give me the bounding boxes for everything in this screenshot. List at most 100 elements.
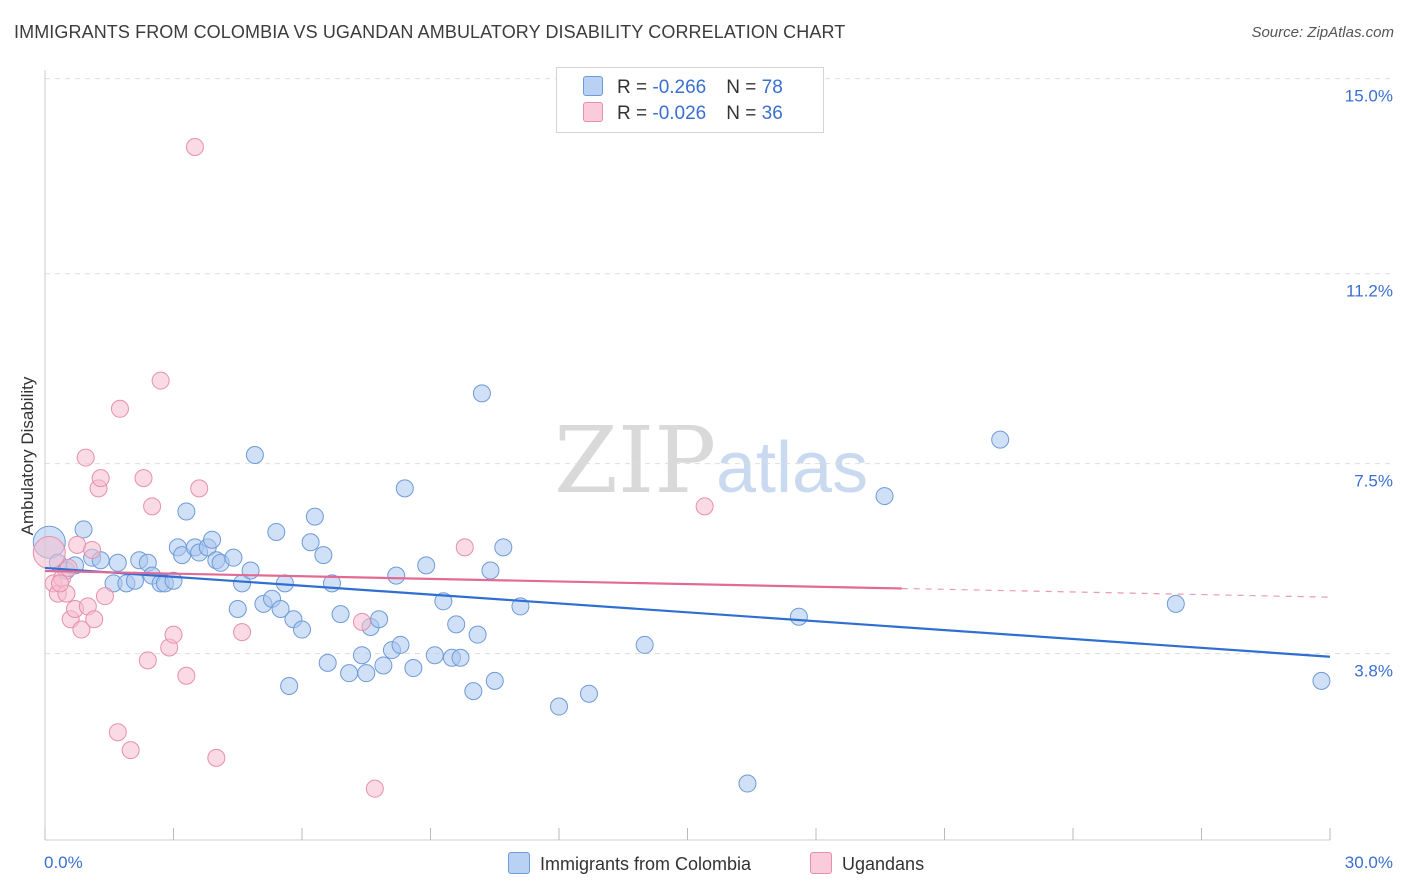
- y-axis-label: Ambulatory Disability: [18, 376, 37, 536]
- colombia-point: [245, 446, 264, 464]
- colombia-point: [314, 546, 333, 565]
- colombia-point: [357, 664, 376, 683]
- ugandan-point: [108, 723, 127, 742]
- colombia-point: [991, 430, 1010, 449]
- ugandan-point: [68, 535, 87, 554]
- ugandan-point: [95, 587, 114, 606]
- legend-n-value: 36: [761, 103, 783, 124]
- colombia-point: [434, 592, 453, 611]
- colombia-point: [301, 533, 320, 552]
- colombia-point: [1312, 671, 1331, 690]
- legend-row-ugandans: R = -0.026 N = 36: [583, 102, 783, 126]
- colombia-point: [425, 646, 444, 665]
- legend-r-label: R =: [617, 103, 653, 124]
- colombia-point: [550, 697, 568, 716]
- ugandan-trend-line: [44, 569, 902, 590]
- legend-r-value: -0.266: [652, 77, 707, 98]
- colombia-point: [451, 648, 470, 667]
- colombia-point: [370, 610, 389, 629]
- ugandan-point: [121, 741, 140, 760]
- y-tick-label: 3.8%: [1354, 662, 1393, 681]
- bottom-legend-ugandans: Ugandans: [810, 852, 924, 875]
- legend-n-value: 78: [761, 77, 783, 98]
- colombia-point: [267, 523, 286, 541]
- watermark-atlas: atlas: [716, 428, 868, 508]
- colombia-point: [417, 556, 436, 575]
- ugandan-point: [143, 497, 162, 516]
- colombia-trend-line: [44, 566, 1331, 658]
- ugandan-point: [138, 651, 157, 670]
- colombia-point: [228, 600, 247, 618]
- colombia-point: [331, 605, 350, 624]
- colombia-point: [340, 664, 359, 683]
- ugandan-point: [59, 558, 78, 577]
- bottom-legend-colombia: Immigrants from Colombia: [508, 852, 751, 875]
- colombia-point: [481, 561, 500, 580]
- colombia-point: [789, 607, 808, 626]
- ugandan-point: [185, 138, 204, 156]
- colombia-point: [374, 656, 393, 675]
- colombia-point: [203, 530, 222, 549]
- ugandan-point: [50, 574, 69, 593]
- colombia-point: [494, 538, 513, 557]
- colombia-point: [391, 635, 410, 654]
- colombia-point: [108, 553, 127, 572]
- colombia-point: [387, 566, 406, 585]
- ugandan-point: [190, 479, 209, 498]
- legend-row-colombia: R = -0.266 N = 78: [583, 76, 783, 100]
- ugandan-point: [134, 469, 153, 488]
- ugandan-point: [177, 666, 196, 685]
- legend-n-label: N =: [726, 77, 762, 98]
- colombia-point: [318, 653, 337, 672]
- x-tick-label: 30.0%: [1345, 853, 1393, 872]
- legend-n-label: N =: [726, 103, 762, 124]
- ugandan-point: [85, 610, 104, 629]
- colombia-point: [224, 548, 243, 567]
- colombia-point: [395, 479, 414, 498]
- legend-r-value: -0.026: [652, 103, 707, 124]
- colombia-point: [472, 384, 491, 403]
- colombia-point: [635, 635, 654, 654]
- colombia-point: [447, 615, 466, 634]
- ugandan-point: [32, 536, 66, 570]
- colombia-point: [280, 677, 299, 695]
- colombia-point: [271, 600, 290, 618]
- bottom-legend-swatch-pink: [810, 852, 832, 874]
- source-credit: Source: ZipAtlas.com: [1251, 24, 1394, 41]
- legend-swatch-blue: [583, 76, 603, 96]
- y-tick-label: 7.5%: [1354, 472, 1393, 491]
- ugandan-point: [76, 448, 95, 467]
- ugandan-point: [695, 497, 714, 516]
- ugandan-point: [151, 371, 170, 390]
- y-tick-label: 11.2%: [1346, 282, 1393, 301]
- colombia-point: [464, 682, 483, 701]
- ugandan-trend-extension: [901, 587, 1331, 598]
- x-tick-label: 0.0%: [44, 853, 83, 872]
- colombia-point: [404, 659, 423, 678]
- colombia-point: [875, 487, 894, 506]
- ugandan-point: [164, 625, 183, 644]
- legend-swatch-pink: [583, 102, 603, 122]
- watermark-zip: ZIP: [554, 407, 716, 514]
- colombia-point: [352, 646, 371, 665]
- colombia-point: [293, 620, 311, 639]
- ugandan-point: [83, 540, 102, 559]
- colombia-point: [579, 684, 598, 703]
- ugandan-point: [72, 620, 91, 639]
- colombia-point: [241, 561, 260, 580]
- ugandan-point: [233, 623, 252, 642]
- colombia-point: [1166, 594, 1185, 613]
- colombia-point: [468, 625, 487, 644]
- correlation-legend: R = -0.266 N = 78 R = -0.026 N = 36: [556, 67, 824, 133]
- legend-r-label: R =: [617, 77, 653, 98]
- bottom-legend-swatch-blue: [508, 852, 530, 874]
- ugandan-point: [455, 538, 474, 557]
- y-tick-label: 15.0%: [1345, 87, 1393, 106]
- ugandan-point: [352, 612, 371, 631]
- colombia-point: [305, 507, 324, 526]
- colombia-point: [485, 671, 504, 690]
- ugandan-point: [110, 399, 129, 418]
- colombia-point: [74, 520, 93, 539]
- chart-title: IMMIGRANTS FROM COLOMBIA VS UGANDAN AMBU…: [14, 22, 846, 42]
